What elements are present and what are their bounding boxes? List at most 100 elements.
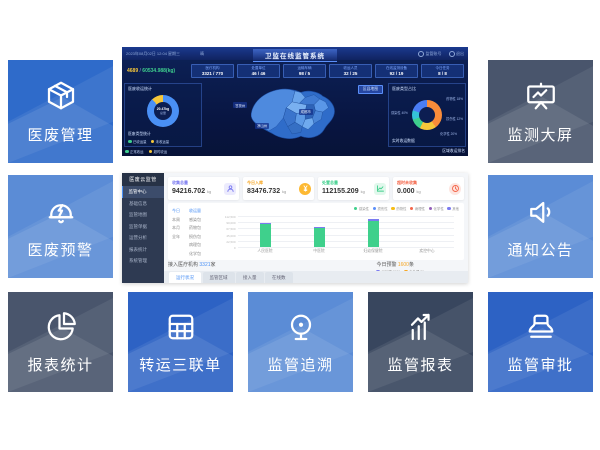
bigscreen-stat-box: 医疗机构 3321 / 770 <box>191 64 234 78</box>
category-option[interactable]: 损伤包 <box>189 233 201 239</box>
period-option[interactable]: 本周 <box>172 216 180 222</box>
bigscreen-stat-box: 今日任务 8 / 8 <box>421 64 464 78</box>
waste-bar-chart-panel: 今日 本周 本月 全年 收运量 感染包 药物包 损伤包 病理包 化学包 感染性 损伤性 药物性 病理性… <box>168 203 464 260</box>
tile-monitor-screen[interactable]: 监测大屏 <box>488 60 593 163</box>
tile-label: 监管审批 <box>507 357 574 374</box>
console-tab[interactable]: 接入量 <box>236 272 264 283</box>
map-region-label: 成都市 <box>298 108 313 115</box>
tile-report-statistics[interactable]: 报表统计 <box>8 292 113 392</box>
bar <box>367 216 379 247</box>
tile-label: 医废预警 <box>27 241 94 259</box>
console-tab[interactable]: 监管区域 <box>202 272 235 283</box>
tile-transfer-form[interactable]: 转运三联单 <box>128 292 233 392</box>
type-donut-chart <box>412 100 442 130</box>
tile-label: 报表统计 <box>27 357 94 374</box>
bar-chart-arrow-icon <box>410 313 430 341</box>
x-axis-label: 中医院 <box>313 248 325 253</box>
donut-callout: 感染性 40% <box>391 111 408 116</box>
presentation-icon <box>526 82 555 109</box>
bigscreen-stat-box: 在线监测设备 92 / 19 <box>375 64 418 78</box>
stat-card-total-collected: 收集总量 94216.702 kg <box>168 177 239 200</box>
category-option[interactable]: 病理包 <box>189 242 201 248</box>
console-logo: 医废云监管 <box>122 173 164 186</box>
stat-box-row: 医疗机构 3321 / 770 处置单位 46 / 46 运输车辆 98 / 5 收运人员 3… <box>183 64 464 78</box>
tile-supervision-report[interactable]: 监管报表 <box>368 292 473 392</box>
stat-card-total-disposed: 处置总量 112155.209 kg <box>318 177 389 200</box>
collection-summary: 4689 / 60534.988(kg) <box>127 68 176 74</box>
console-sidebar: 医废云监管 监管中心基础信息监管地图监管单据运营分析报表统计系统管理 <box>122 173 164 283</box>
category-option[interactable]: 药物包 <box>189 225 201 231</box>
category-filter-list: 收运量感染包药物包损伤包病理包化学包 <box>189 208 211 260</box>
y-axis-tick: 45,000 <box>226 233 236 238</box>
category-option[interactable]: 感染包 <box>189 216 201 222</box>
sidebar-item[interactable]: 运营分析 <box>129 235 147 240</box>
bar <box>259 216 271 247</box>
alarm-bell-icon <box>48 203 73 223</box>
power-icon <box>448 51 455 57</box>
legend-item: 其他 <box>447 206 459 211</box>
tile-supervision-trace[interactable]: 监管追溯 <box>248 292 353 392</box>
tile-label: 监管报表 <box>387 357 454 374</box>
legend-item: 化学性 <box>428 206 444 211</box>
bar-slot: 人民医院 <box>238 216 292 253</box>
y-axis-tick: 90,000 <box>226 221 236 226</box>
waste-type-panel: 医废类型占比 感染性 40% 药物性 18% 损伤性 12% 化学性 20% 实时收运… <box>388 83 466 147</box>
y-axis-tick: 112,500 <box>224 215 236 219</box>
bigscreen-topbar: 2023年08月02日 12:04 星期三 晴 卫监在线监管系统 监管账号 退出 <box>122 47 468 62</box>
legend-item: 病理性 <box>409 206 425 211</box>
district-map-button[interactable]: 区县地图 <box>357 85 383 94</box>
legend-item: 感染性 <box>353 206 369 211</box>
user-badge[interactable]: 监管账号 <box>418 51 442 57</box>
sidebar-item[interactable]: 监管中心 <box>122 186 164 198</box>
period-option[interactable]: 本月 <box>172 225 180 231</box>
category-option[interactable]: 化学包 <box>189 250 201 256</box>
map-region-label: 甘孜州 <box>233 102 248 109</box>
map-legend: 正常收运 超时收运 <box>125 149 167 154</box>
logout-button[interactable]: 退出 <box>448 51 464 57</box>
stat-card-row: 收集总量 94216.702 kg 今日入库 83476.732 kg 处置总量… <box>168 177 464 200</box>
period-option[interactable]: 今日 <box>172 208 180 213</box>
bigscreen-dashboard-preview: 2023年08月02日 12:04 星期三 晴 卫监在线监管系统 监管账号 退出… <box>122 47 468 156</box>
tile-supervision-approval[interactable]: 监管审批 <box>488 292 593 392</box>
donut-callout: 化学性 20% <box>440 132 457 137</box>
connected-orgs-text: 接入医疗机构 3321家 <box>168 262 216 268</box>
sidebar-item[interactable]: 报表统计 <box>129 246 147 252</box>
donut-callout: 损伤性 12% <box>446 117 463 122</box>
category-option[interactable]: 收运量 <box>189 208 201 213</box>
collect-donut-chart: 20.47kg 总量 <box>147 95 179 127</box>
tile-medical-waste-warning[interactable]: 医废预警 <box>8 175 113 278</box>
period-filter-list: 今日 本周 本月 全年 <box>172 208 186 242</box>
bigscreen-stat-box: 收运人员 32 / 25 <box>329 64 372 78</box>
alert-clock-icon <box>449 182 461 195</box>
person-desk-icon <box>224 182 236 195</box>
user-icon <box>418 51 424 57</box>
sidebar-item[interactable]: 监管地图 <box>129 212 147 217</box>
trend-chart-icon <box>374 182 386 195</box>
grid-form-icon <box>168 314 193 340</box>
bar <box>422 216 433 247</box>
console-tab-bar: 运行状况 监管区域 接入量 在线数 <box>164 271 468 283</box>
ranking-label: 区域收运排名 <box>442 149 465 153</box>
tile-notice[interactable]: 通知公告 <box>488 175 593 278</box>
bar-slot: 疾控中心 <box>400 216 454 253</box>
tile-medical-waste-management[interactable]: 医废管理 <box>8 60 113 163</box>
bar-plot-area: 112,500 90,000 67,500 45,000 22,500 0 人民医院 中医院… <box>225 215 454 253</box>
x-axis-label: 妇幼保健院 <box>363 248 383 253</box>
sidebar-item[interactable]: 系统管理 <box>129 258 147 263</box>
y-axis-tick: 0 <box>233 246 236 250</box>
bar-slot: 妇幼保健院 <box>346 216 400 253</box>
legend-item: 正常收运 <box>125 149 144 154</box>
province-map: 区县地图 甘孜州 成都市 凉山州 <box>204 83 386 147</box>
period-option[interactable]: 全年 <box>172 233 180 239</box>
sidebar-item[interactable]: 监管单据 <box>129 223 147 229</box>
stamp-icon <box>528 314 553 338</box>
console-tab[interactable]: 在线数 <box>265 272 293 283</box>
tile-label: 医废管理 <box>27 126 94 144</box>
trace-scope-icon <box>290 314 311 341</box>
console-tab[interactable]: 运行状况 <box>169 272 201 283</box>
y-axis-tick: 67,500 <box>226 227 236 232</box>
bar <box>313 216 325 247</box>
sidebar-item[interactable]: 基础信息 <box>129 200 147 206</box>
x-axis-label: 疾控中心 <box>419 248 435 253</box>
legend-item: 超时收运 <box>148 149 167 154</box>
